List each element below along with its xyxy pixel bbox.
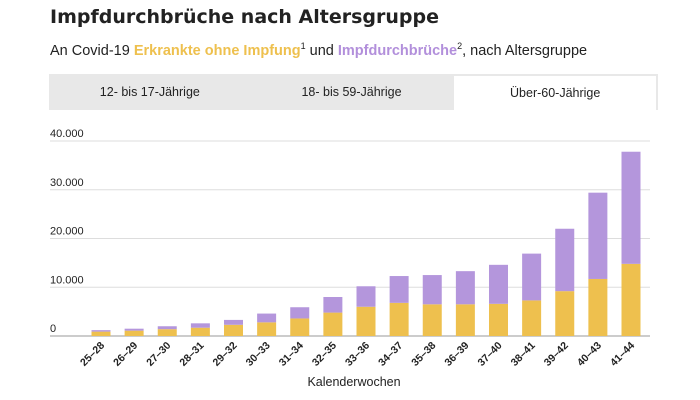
x-tick-label: 33–36 (343, 340, 372, 369)
bar-breakthrough[interactable] (489, 264, 508, 304)
bar-unvaccinated[interactable] (588, 278, 608, 336)
bar-unvaccinated[interactable] (157, 329, 177, 336)
bar-breakthrough[interactable] (356, 286, 376, 307)
bars (91, 151, 641, 336)
bar-breakthrough[interactable] (422, 275, 442, 305)
bar-unvaccinated[interactable] (522, 300, 542, 336)
subtitle-connector: und (305, 42, 338, 59)
bar-unvaccinated[interactable] (290, 318, 310, 336)
subtitle-prefix: An Covid-19 (50, 42, 134, 59)
x-tick-label: 27–30 (144, 340, 173, 369)
bar-unvaccinated[interactable] (91, 331, 111, 336)
bar-unvaccinated[interactable] (555, 291, 575, 336)
tab-18-59[interactable]: 18- bis 59-Jährige (301, 85, 402, 99)
bar-breakthrough[interactable] (157, 326, 177, 330)
age-group-tabs: 12- bis 17-Jährige 18- bis 59-Jährige Üb… (49, 74, 659, 110)
x-tick-label: 25–28 (78, 340, 107, 369)
x-tick-label: 36–39 (442, 340, 471, 369)
bar-breakthrough[interactable] (588, 192, 608, 279)
x-tick-label: 32–35 (310, 340, 339, 369)
subtitle-breakthrough-label: Impfdurchbrüche (337, 42, 458, 59)
bar-breakthrough[interactable] (389, 276, 409, 303)
bar-breakthrough[interactable] (555, 228, 575, 292)
chart-title: Impfdurchbrüche nach Altersgruppe (50, 6, 440, 28)
bar-breakthrough[interactable] (224, 319, 243, 325)
bar-unvaccinated[interactable] (224, 324, 243, 336)
x-tick-label: 39–42 (542, 340, 571, 369)
bar-unvaccinated[interactable] (356, 306, 376, 336)
bar-breakthrough[interactable] (290, 307, 310, 319)
x-tick-label: 40–43 (575, 340, 604, 369)
bar-unvaccinated[interactable] (257, 322, 277, 336)
y-tick-label: 30.000 (50, 177, 84, 189)
footnote-2: 2 (457, 41, 463, 51)
y-tick-label: 40.000 (50, 128, 84, 140)
bar-breakthrough[interactable] (522, 253, 542, 301)
x-tick-label: 38–41 (509, 340, 538, 369)
x-tick-label: 35–38 (409, 340, 438, 369)
tab-over-60[interactable]: Über-60-Jährige (452, 74, 659, 110)
bar-breakthrough[interactable] (257, 313, 277, 323)
x-tick-label: 37–40 (475, 340, 504, 369)
bar-breakthrough[interactable] (190, 323, 210, 328)
bar-unvaccinated[interactable] (422, 304, 442, 336)
x-tick-labels: 25–28 26–29 27–30 28–31 29–32 30–33 31–34 32–35… (78, 340, 637, 369)
y-tick-label: 0 (50, 323, 56, 335)
subtitle-suffix: , nach Altersgruppe (462, 42, 588, 59)
bar-unvaccinated[interactable] (389, 302, 409, 336)
chart-subtitle: An Covid-19 Erkrankte ohne Impfung1 und … (50, 41, 587, 59)
bar-unvaccinated[interactable] (621, 263, 641, 336)
bar-unvaccinated[interactable] (124, 330, 144, 336)
x-tick-label: 30–33 (244, 340, 273, 369)
y-tick-label: 20.000 (50, 226, 84, 238)
gridlines: 40.000 30.000 20.000 10.000 0 (50, 128, 650, 337)
x-tick-label: 26–29 (111, 340, 140, 369)
x-tick-label: 29–32 (210, 340, 239, 369)
bar-unvaccinated[interactable] (323, 312, 343, 336)
subtitle-unvaccinated-label: Erkrankte ohne Impfung (133, 42, 301, 59)
x-tick-label: 31–34 (277, 340, 306, 369)
x-tick-label: 34–37 (376, 340, 405, 369)
bar-unvaccinated[interactable] (455, 304, 475, 336)
x-axis-title: Kalenderwochen (307, 375, 400, 389)
bar-breakthrough[interactable] (455, 271, 475, 305)
bar-breakthrough[interactable] (124, 328, 144, 331)
bar-breakthrough[interactable] (621, 151, 641, 264)
bar-breakthrough[interactable] (91, 330, 111, 332)
y-tick-label: 10.000 (50, 274, 84, 286)
tab-12-17[interactable]: 12- bis 17-Jährige (99, 85, 200, 99)
bar-unvaccinated[interactable] (489, 303, 508, 336)
bar-breakthrough[interactable] (323, 297, 343, 313)
bar-unvaccinated[interactable] (190, 327, 210, 336)
stacked-bar-chart: 40.000 30.000 20.000 10.000 0 25–28 26–29 27–3… (50, 128, 650, 389)
x-tick-label: 28–31 (177, 340, 206, 369)
x-tick-label: 41–44 (608, 340, 637, 369)
footnote-1: 1 (300, 41, 306, 51)
